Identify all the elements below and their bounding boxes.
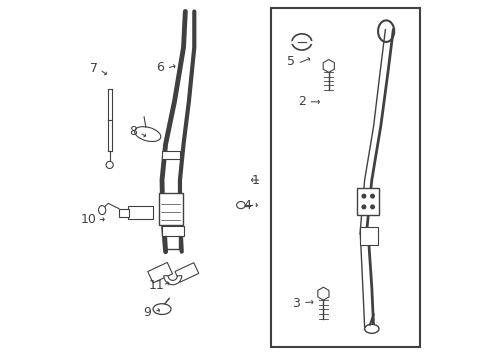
Ellipse shape xyxy=(153,304,171,315)
Bar xyxy=(162,226,183,236)
Text: 7: 7 xyxy=(90,62,98,75)
Circle shape xyxy=(362,205,365,209)
Text: 10: 10 xyxy=(81,213,96,226)
Circle shape xyxy=(106,161,113,168)
Text: 3: 3 xyxy=(292,297,300,310)
Bar xyxy=(357,188,378,215)
Bar xyxy=(159,193,182,225)
Ellipse shape xyxy=(99,206,105,215)
Wedge shape xyxy=(163,276,182,285)
Text: 2: 2 xyxy=(297,95,305,108)
Text: 4: 4 xyxy=(243,199,251,212)
Text: 9: 9 xyxy=(143,306,151,319)
Bar xyxy=(128,206,153,220)
Text: 1: 1 xyxy=(251,174,259,186)
Circle shape xyxy=(370,194,373,198)
Text: 11: 11 xyxy=(148,279,164,292)
Circle shape xyxy=(362,194,365,198)
Bar xyxy=(360,226,378,244)
Bar xyxy=(119,209,129,217)
Text: 6: 6 xyxy=(156,60,164,73)
Bar xyxy=(162,151,180,159)
Ellipse shape xyxy=(364,324,378,333)
Bar xyxy=(175,263,199,282)
Text: 8: 8 xyxy=(129,125,137,138)
Text: 5: 5 xyxy=(286,55,295,68)
Ellipse shape xyxy=(134,127,161,141)
Bar xyxy=(271,8,419,347)
Circle shape xyxy=(370,205,373,209)
Ellipse shape xyxy=(236,202,244,209)
Bar xyxy=(147,262,172,283)
